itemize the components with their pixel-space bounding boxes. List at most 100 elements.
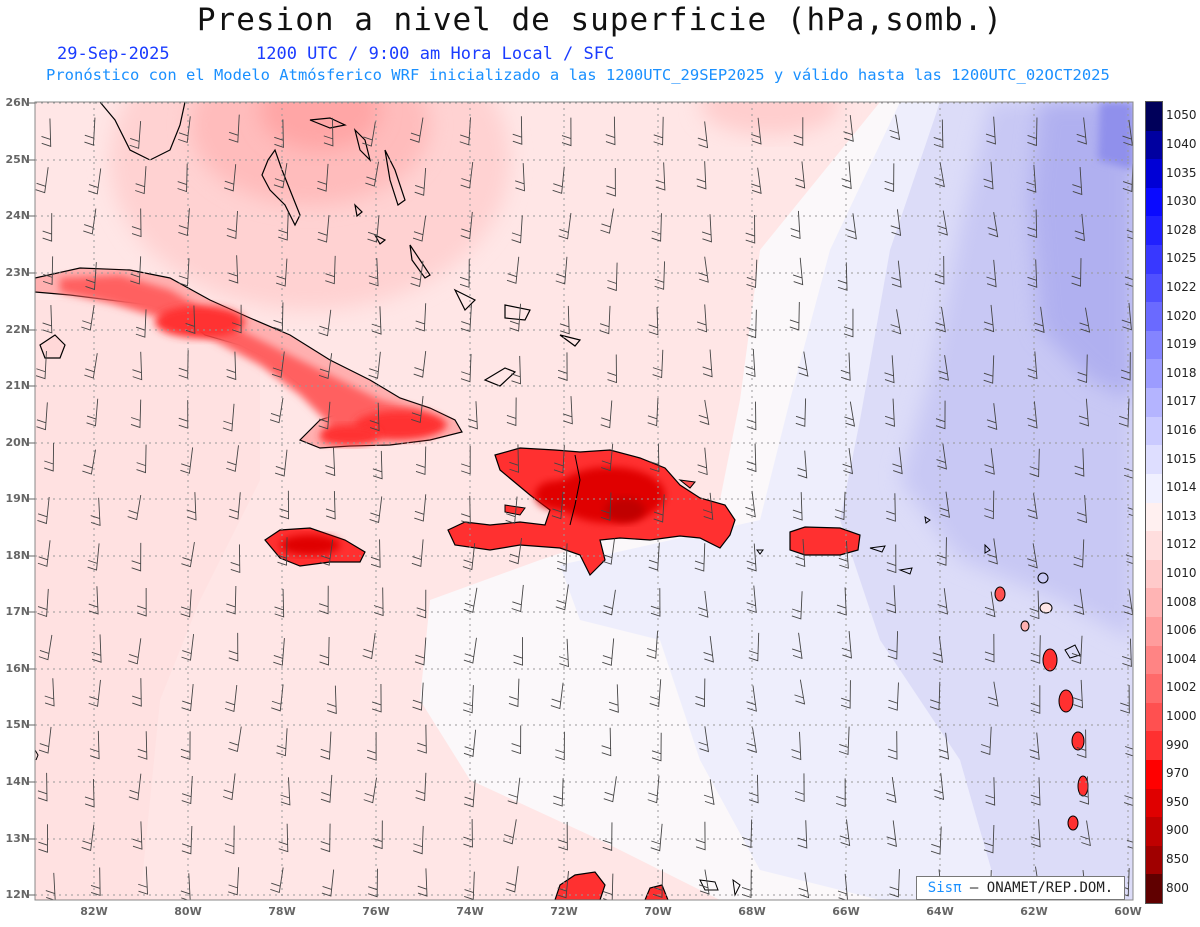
lat-label: 18N: [5, 549, 30, 562]
wind-barb: [605, 116, 616, 146]
wind-barb: [460, 211, 473, 240]
colorbar-label: 900: [1166, 823, 1189, 838]
wind-barb: [317, 215, 330, 243]
wind-barb: [558, 821, 568, 851]
wind-barb: [460, 303, 472, 333]
colorbar-label: 1025: [1166, 251, 1197, 266]
wind-barb: [557, 352, 568, 381]
wind-barb: [1029, 448, 1040, 478]
wind-barb: [600, 208, 614, 234]
lon-label: 70W: [644, 905, 672, 918]
wind-barb: [937, 210, 948, 236]
wind-barb: [326, 685, 337, 715]
wind-barb: [608, 684, 619, 713]
wind-barb: [1122, 119, 1133, 147]
wind-barb: [44, 678, 55, 707]
wind-barb: [890, 209, 902, 236]
wind-barb: [600, 492, 612, 521]
wind-barb: [362, 633, 376, 660]
wind-barb: [222, 773, 236, 801]
wind-barb: [226, 210, 238, 240]
wind-barb: [655, 162, 666, 191]
colorbar-segment: [1146, 245, 1162, 275]
wind-barb: [703, 779, 715, 806]
wind-barb: [178, 258, 190, 287]
wind-barb: [410, 260, 424, 287]
wind-barb: [695, 678, 706, 708]
lat-label: 12N: [5, 888, 30, 901]
wind-barb: [841, 631, 852, 659]
wind-barb: [41, 118, 52, 147]
wind-barb: [177, 163, 188, 193]
wind-barb: [127, 495, 142, 521]
wind-barb: [1122, 638, 1132, 668]
colorbar-segment: [1146, 845, 1162, 875]
wind-barb: [1077, 354, 1088, 384]
wind-barb: [228, 114, 240, 143]
wind-barb: [555, 731, 565, 761]
wind-barb: [789, 302, 800, 331]
colorbar-label: 800: [1166, 880, 1189, 895]
wind-barb: [1074, 448, 1085, 477]
wind-barb: [886, 493, 896, 522]
wind-barb: [935, 306, 946, 333]
colorbar-label: 1014: [1166, 480, 1197, 495]
wind-barb: [42, 256, 54, 285]
wind-barb: [316, 163, 329, 192]
wind-barb: [791, 591, 803, 620]
wind-barb: [363, 777, 377, 804]
wind-barb: [653, 494, 665, 523]
wind-barb: [181, 542, 195, 568]
colorbar-segment: [1146, 702, 1162, 732]
wind-barb: [1079, 307, 1091, 333]
colorbar-segment: [1146, 817, 1162, 847]
wind-barb: [37, 496, 50, 525]
wind-barb: [652, 869, 664, 898]
wind-barb: [513, 637, 524, 666]
wind-barb: [181, 825, 193, 855]
wind-barb: [279, 490, 290, 520]
wind-barb: [838, 540, 849, 569]
wind-barb: [35, 167, 49, 194]
wind-barb: [562, 396, 573, 425]
wind-barb: [325, 447, 336, 477]
wind-barb: [325, 255, 336, 285]
wind-barb: [42, 305, 53, 334]
lat-label: 15N: [5, 718, 30, 731]
wind-barb: [1126, 229, 1133, 240]
wind-barb: [90, 867, 101, 897]
wind-barb: [461, 445, 471, 475]
wind-barb: [1078, 398, 1089, 427]
wind-barb: [794, 679, 806, 705]
wind-barb: [889, 114, 901, 141]
wind-barb: [698, 399, 710, 426]
wind-barb: [650, 823, 663, 852]
wind-barb: [933, 119, 944, 149]
credit-brand: Sisπ: [927, 880, 962, 896]
wind-barb: [464, 871, 475, 900]
wind-barb: [414, 637, 427, 666]
wind-barb: [929, 681, 941, 711]
wind-barb: [793, 117, 804, 146]
wind-barb: [986, 259, 997, 288]
lon-label: 82W: [80, 905, 108, 918]
wind-barb: [369, 496, 383, 524]
wind-barb: [987, 212, 999, 238]
wind-barb: [1027, 351, 1038, 380]
wind-barb: [372, 450, 383, 480]
wind-barb: [1079, 776, 1090, 805]
wind-barb: [180, 447, 194, 474]
wind-barb: [511, 355, 521, 385]
wind-barb: [136, 444, 147, 474]
wind-barb: [986, 403, 998, 430]
wind-barb: [934, 162, 945, 188]
colorbar-segment: [1146, 559, 1162, 589]
wind-barb: [38, 824, 48, 853]
lon-label: 60W: [1114, 905, 1142, 918]
lon-label: 62W: [1020, 905, 1048, 918]
colorbar-segment: [1146, 616, 1162, 647]
wind-barb: [371, 306, 382, 335]
lat-label: 13N: [5, 832, 30, 845]
wind-barb: [746, 309, 757, 339]
